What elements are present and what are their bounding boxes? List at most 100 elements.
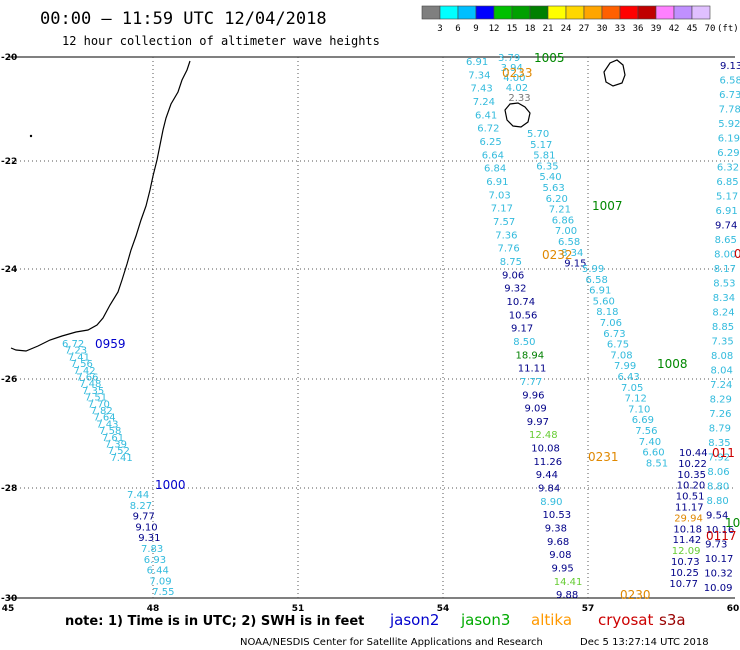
wave-height-value: 7.00 <box>555 226 577 237</box>
pass-jason2: 7.448.279.779.109.317.836.936.447.097.55… <box>127 478 186 598</box>
lat-tick-label: -20 <box>1 53 17 63</box>
pass-time-label: 0959 <box>95 337 126 351</box>
colorbar-tick-label: 21 <box>543 24 554 34</box>
lat-tick-label: -24 <box>1 265 17 275</box>
wave-height-value: 7.92 <box>708 453 730 464</box>
wave-height-value: 9.08 <box>549 550 571 561</box>
wave-height-value: 7.39 <box>105 440 127 451</box>
colorbar-tick-label: 24 <box>561 24 572 34</box>
wave-height-value: 7.56 <box>635 426 657 437</box>
wave-height-value: 7.41 <box>68 352 90 363</box>
wave-height-value: 7.08 <box>610 350 632 361</box>
wave-height-value: 10.56 <box>509 310 538 321</box>
colorbar-swatch <box>421 5 441 20</box>
wave-height-value: 10.20 <box>677 481 706 492</box>
wave-height-value: 9.17 <box>511 324 533 335</box>
wave-height-value: 10.44 <box>679 448 708 459</box>
wave-height-value: 6.58 <box>558 237 580 248</box>
pass-altika: 0233 <box>502 66 533 80</box>
colorbar-unit: (ft) <box>717 24 739 34</box>
wave-height-value: 7.78 <box>719 105 740 116</box>
wave-height-value: 6.72 <box>477 124 499 135</box>
wave-height-value: 6.25 <box>480 137 502 148</box>
wave-height-value: 9.88 <box>556 590 578 601</box>
lon-tick-label: 48 <box>147 604 160 614</box>
wave-height-value: 9.32 <box>504 284 526 295</box>
wave-height-value: 8.06 <box>707 467 729 478</box>
wave-height-value: 8.79 <box>709 424 731 435</box>
wave-height-value: 6.41 <box>475 110 497 121</box>
madagascar-coastline <box>10 60 191 352</box>
wave-height-value: 8.08 <box>711 351 733 362</box>
legend-jason3: jason3 <box>460 611 510 629</box>
wave-height-value: 7.12 <box>625 394 647 405</box>
wave-height-value: 12.09 <box>672 546 701 557</box>
wave-height-value: 9.73 <box>705 540 727 551</box>
wave-height-value: 10.77 <box>669 579 698 590</box>
altimeter-passes: 6.727.237.417.567.427.667.487.357.517.70… <box>62 51 740 602</box>
wave-height-value: 6.73 <box>719 90 740 101</box>
wave-height-value: 9.38 <box>545 524 567 535</box>
pass-jason3: 5.705.175.816.355.405.636.207.216.867.00… <box>527 129 623 270</box>
wave-height-value: 9.09 <box>525 404 547 415</box>
wave-height-value: 11.11 <box>518 364 547 375</box>
wave-height-value: 10.32 <box>704 569 733 580</box>
pass-time-label: 0232 <box>542 248 573 262</box>
pass-time-label: 011 <box>712 446 735 460</box>
wave-height-value: 7.43 <box>96 419 118 430</box>
colorbar-tick-label: 12 <box>489 24 500 34</box>
wave-height-value: 8.29 <box>710 395 732 406</box>
colorbar-swatch <box>475 5 495 20</box>
map-title: 00:00 – 11:59 UTC 12/04/2018 <box>40 9 327 29</box>
wave-height-value: 10.51 <box>676 492 705 503</box>
wave-height-value: 8.75 <box>500 257 522 268</box>
wave-height-value: 7.51 <box>85 393 107 404</box>
wave-height-value: 14.41 <box>554 577 583 588</box>
wave-height-value: 9.13 <box>720 61 740 72</box>
colorbar-swatch <box>601 5 621 20</box>
pass-cryosat: 011 <box>712 446 735 460</box>
pass-jason2: 6.91 7.34 7.43 7.24 6.41 6.72 6.25 6.64 6.84 6.91… <box>466 57 582 601</box>
wave-height-value: 6.73 <box>603 329 625 340</box>
wave-height-value: 9.95 <box>552 564 574 575</box>
colorbar-tick-label: 45 <box>687 24 698 34</box>
mauritius-island <box>603 59 626 87</box>
wave-height-value: 6.64 <box>482 150 504 161</box>
wave-height-value: 5.40 <box>539 172 561 183</box>
wave-height-value: 6.44 <box>147 566 169 577</box>
wave-height-value: 18.94 <box>516 350 545 361</box>
wave-height-value: 7.03 <box>489 190 511 201</box>
map-frame: 45 48 51 54 57 60 -20 -22 -24 -26 -28 -30 <box>1 53 739 614</box>
colorbar-swatch <box>673 5 693 20</box>
wave-height-value: 6.60 <box>642 448 664 459</box>
wave-height-value: 7.06 <box>600 318 622 329</box>
wave-height-value: 10.53 <box>543 510 572 521</box>
wave-height-value: 7.35 <box>711 337 733 348</box>
legend-s3a: s3a <box>659 611 686 629</box>
wave-height-value: 7.09 <box>149 576 171 587</box>
wave-height-value: 7.48 <box>79 379 101 390</box>
wave-height-value: 6.75 <box>607 340 629 351</box>
pass-time-label: 1005 <box>534 51 565 65</box>
wave-height-value: 9.44 <box>536 470 558 481</box>
wave-height-value: 7.41 <box>110 453 132 464</box>
wave-height-value: 5.99 <box>582 264 604 275</box>
wave-height-value: 8.80 <box>707 482 729 493</box>
wave-height-value: 10.74 <box>507 297 536 308</box>
lat-tick-label: -30 <box>1 594 17 604</box>
wave-height-value: 3.94 <box>501 63 523 74</box>
pass-altika: 0231 <box>588 450 619 464</box>
wave-height-value: 7.10 <box>628 404 650 415</box>
wave-height-value: 9.68 <box>547 537 569 548</box>
wave-height-value: 6.93 <box>144 555 166 566</box>
legend-altika: altika <box>531 611 572 629</box>
wave-height-value: 5.17 <box>716 192 738 203</box>
wave-height-value: 9.84 <box>538 484 560 495</box>
colorbar-tick-label: 39 <box>651 24 662 34</box>
wave-height-value: 5.81 <box>533 151 555 162</box>
wave-height-value: 5.92 <box>718 119 740 130</box>
wave-height-value: 7.23 <box>65 346 87 357</box>
pass-time-label: 1008 <box>657 357 688 371</box>
map-subtitle: 12 hour collection of altimeter wave hei… <box>62 34 380 48</box>
wave-height-value: 8.27 <box>130 501 152 512</box>
